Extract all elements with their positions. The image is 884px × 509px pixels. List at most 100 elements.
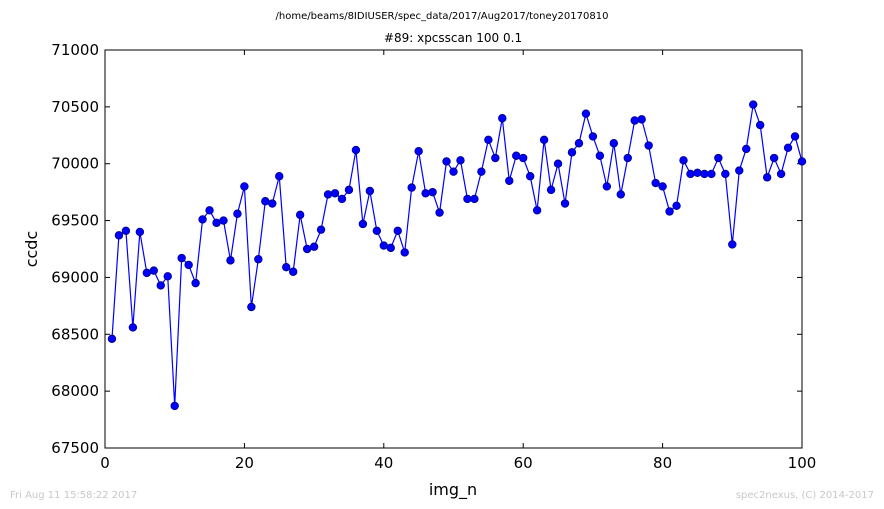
data-point [407, 183, 416, 192]
data-point [170, 401, 179, 411]
data-point [630, 116, 639, 125]
data-point [400, 248, 409, 257]
data-point [644, 141, 653, 150]
y-tick-label: 67500 [51, 439, 99, 457]
y-axis-label: ccdc [22, 231, 41, 268]
data-point [665, 207, 674, 216]
series-line [111, 104, 803, 406]
data-point [428, 187, 437, 197]
data-point [358, 219, 368, 229]
data-point [365, 186, 375, 196]
data-point [240, 182, 249, 191]
x-tick-label: 0 [100, 454, 110, 472]
data-point [658, 182, 667, 191]
x-tick-label: 40 [374, 454, 393, 472]
y-tick-label: 69500 [51, 212, 99, 230]
data-point [128, 323, 138, 332]
data-point [790, 132, 800, 141]
data-point [184, 260, 193, 270]
data-point [728, 240, 737, 249]
data-point [337, 194, 347, 204]
data-point [233, 209, 242, 218]
data-point [588, 132, 598, 141]
y-tick-label: 70500 [51, 98, 99, 116]
data-point [700, 169, 709, 179]
x-tick-label: 100 [788, 454, 817, 472]
data-point [623, 153, 632, 163]
data-point [261, 197, 270, 206]
data-point [282, 262, 291, 272]
y-tick-label: 71000 [51, 41, 99, 59]
data-point [449, 167, 458, 176]
x-tick-label: 60 [514, 454, 533, 472]
data-point [219, 216, 228, 225]
data-point [721, 169, 730, 179]
data-point [672, 201, 681, 210]
data-point [414, 147, 423, 156]
data-point [755, 120, 765, 130]
data-point [595, 151, 605, 160]
data-point [442, 157, 451, 166]
data-point [330, 189, 340, 198]
data-points [107, 100, 807, 411]
file-path: /home/beams/8IDIUSER/spec_data/2017/Aug2… [276, 11, 609, 22]
y-tick-label: 68500 [51, 325, 99, 343]
data-point [637, 115, 646, 124]
data-point [323, 190, 333, 199]
data-point [386, 243, 395, 253]
data-point [114, 231, 124, 240]
data-point [519, 153, 528, 163]
data-point [470, 194, 479, 204]
data-point [651, 178, 660, 188]
data-point [539, 135, 549, 145]
data-point [581, 109, 591, 118]
data-point [435, 208, 444, 217]
data-point [498, 114, 507, 123]
data-point [693, 168, 702, 178]
data-point [609, 139, 619, 148]
data-point [275, 172, 284, 181]
data-point [463, 194, 472, 204]
data-point [247, 302, 256, 312]
footer-credit: spec2nexus, (C) 2014-2017 [736, 490, 874, 501]
data-point [142, 268, 152, 278]
data-point [560, 199, 570, 208]
plot-area [104, 49, 803, 449]
data-point [198, 215, 207, 224]
data-point [456, 156, 465, 165]
footer-timestamp: Fri Aug 11 15:58:22 2017 [10, 490, 137, 501]
data-point [121, 226, 131, 236]
x-axis-label: img_n [429, 480, 477, 500]
data-point [783, 143, 793, 152]
data-point [302, 244, 312, 254]
data-point [268, 199, 277, 208]
data-point [714, 153, 723, 163]
data-point [477, 167, 486, 176]
data-point [749, 100, 758, 109]
chart-title: #89: xpcsscan 100 0.1 [384, 31, 522, 45]
data-point [567, 148, 577, 157]
data-point [505, 176, 514, 185]
data-point [532, 206, 542, 215]
data-point [797, 157, 807, 166]
data-point [254, 255, 263, 264]
data-point [769, 153, 779, 163]
data-point [107, 334, 117, 344]
data-point [205, 206, 214, 215]
data-point [351, 145, 361, 155]
data-point [393, 226, 402, 236]
y-tick-label: 70000 [51, 155, 99, 173]
data-point [553, 159, 563, 168]
data-point [149, 266, 158, 275]
data-point [316, 225, 326, 234]
data-point [226, 256, 235, 265]
y-tick-label: 68000 [51, 382, 99, 400]
data-point [776, 169, 786, 179]
data-point [762, 173, 772, 182]
data-point [742, 144, 751, 154]
data-point [295, 210, 305, 220]
data-point [546, 185, 556, 195]
x-tick-label: 20 [235, 454, 254, 472]
data-point [679, 156, 688, 165]
